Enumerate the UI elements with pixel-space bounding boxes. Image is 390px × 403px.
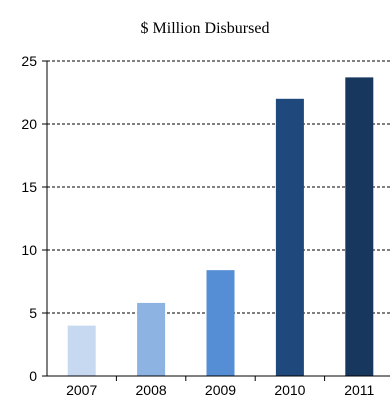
bar-2011 bbox=[345, 77, 374, 376]
y-tick-label-0: 0 bbox=[29, 368, 37, 384]
gridlines bbox=[47, 60, 390, 314]
bar-2007 bbox=[67, 325, 96, 376]
x-tick-label-2007: 2007 bbox=[66, 382, 97, 398]
x-tick-label-2011: 2011 bbox=[344, 382, 374, 398]
y-tick-label-5: 5 bbox=[29, 305, 37, 321]
axes bbox=[42, 60, 390, 381]
x-tick-labels: 2007 2008 2009 2010 2011 bbox=[66, 382, 374, 398]
chart-title: $ Million Disbursed bbox=[141, 20, 270, 37]
y-tick-label-15: 15 bbox=[21, 179, 37, 195]
y-tick-label-20: 20 bbox=[21, 116, 37, 132]
bar-2009 bbox=[206, 270, 235, 376]
y-tick-label-25: 25 bbox=[21, 53, 37, 69]
y-tick-label-10: 10 bbox=[21, 242, 37, 258]
bar-2008 bbox=[137, 302, 166, 376]
x-tick-label-2010: 2010 bbox=[274, 382, 305, 398]
y-tick-labels: 0 5 10 15 20 25 bbox=[21, 53, 37, 384]
x-tick-label-2009: 2009 bbox=[205, 382, 236, 398]
bars bbox=[67, 77, 374, 377]
bar-2010 bbox=[275, 98, 304, 377]
x-tick-label-2008: 2008 bbox=[136, 382, 167, 398]
